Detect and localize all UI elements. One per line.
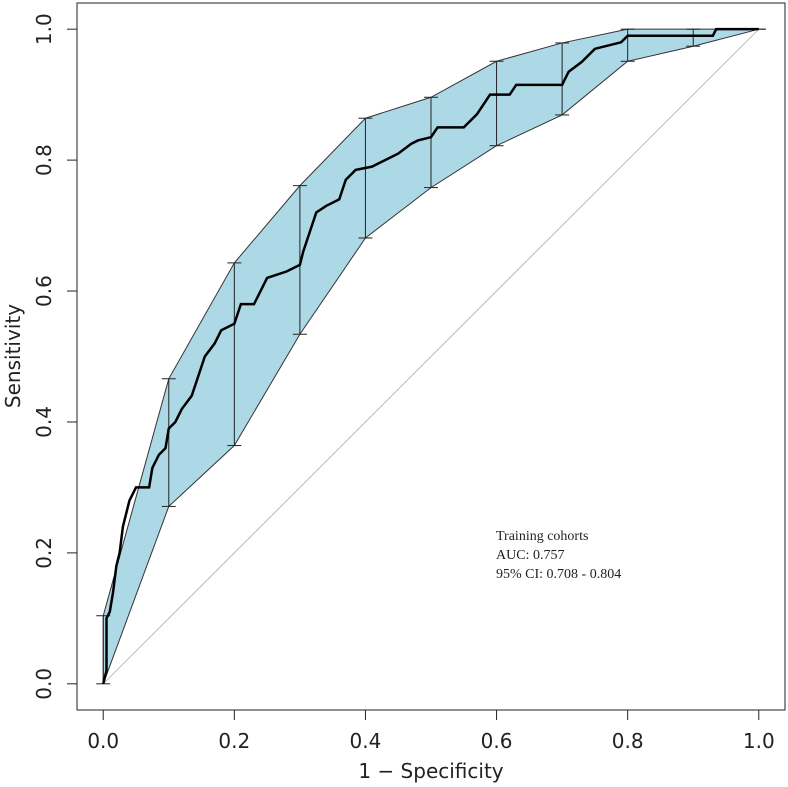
y-tick-label: 0.6	[32, 275, 56, 307]
x-tick-label: 0.8	[612, 729, 644, 753]
y-tick-label: 0.0	[32, 668, 56, 700]
annotation: 95% CI: 0.708 - 0.804	[496, 567, 621, 582]
y-tick-label: 1.0	[32, 13, 56, 45]
y-tick-label: 0.2	[32, 537, 56, 569]
annotation: Training cohorts	[496, 529, 588, 544]
x-tick-label: 0.4	[350, 729, 382, 753]
reference-line	[102, 28, 760, 685]
y-tick-label: 0.4	[32, 406, 56, 438]
y-tick-label: 0.8	[32, 144, 56, 176]
x-axis-label: 1 − Specificity	[358, 759, 503, 783]
x-tick-label: 1.0	[743, 729, 775, 753]
x-tick-label: 0.2	[218, 729, 250, 753]
annotation: AUC: 0.757	[496, 548, 564, 563]
roc-curve	[102, 27, 759, 685]
y-axis-label: Sensitivity	[1, 304, 25, 408]
plot-frame	[76, 2, 786, 711]
x-tick-label: 0.6	[481, 729, 513, 753]
x-tick-label: 0.0	[87, 729, 119, 753]
